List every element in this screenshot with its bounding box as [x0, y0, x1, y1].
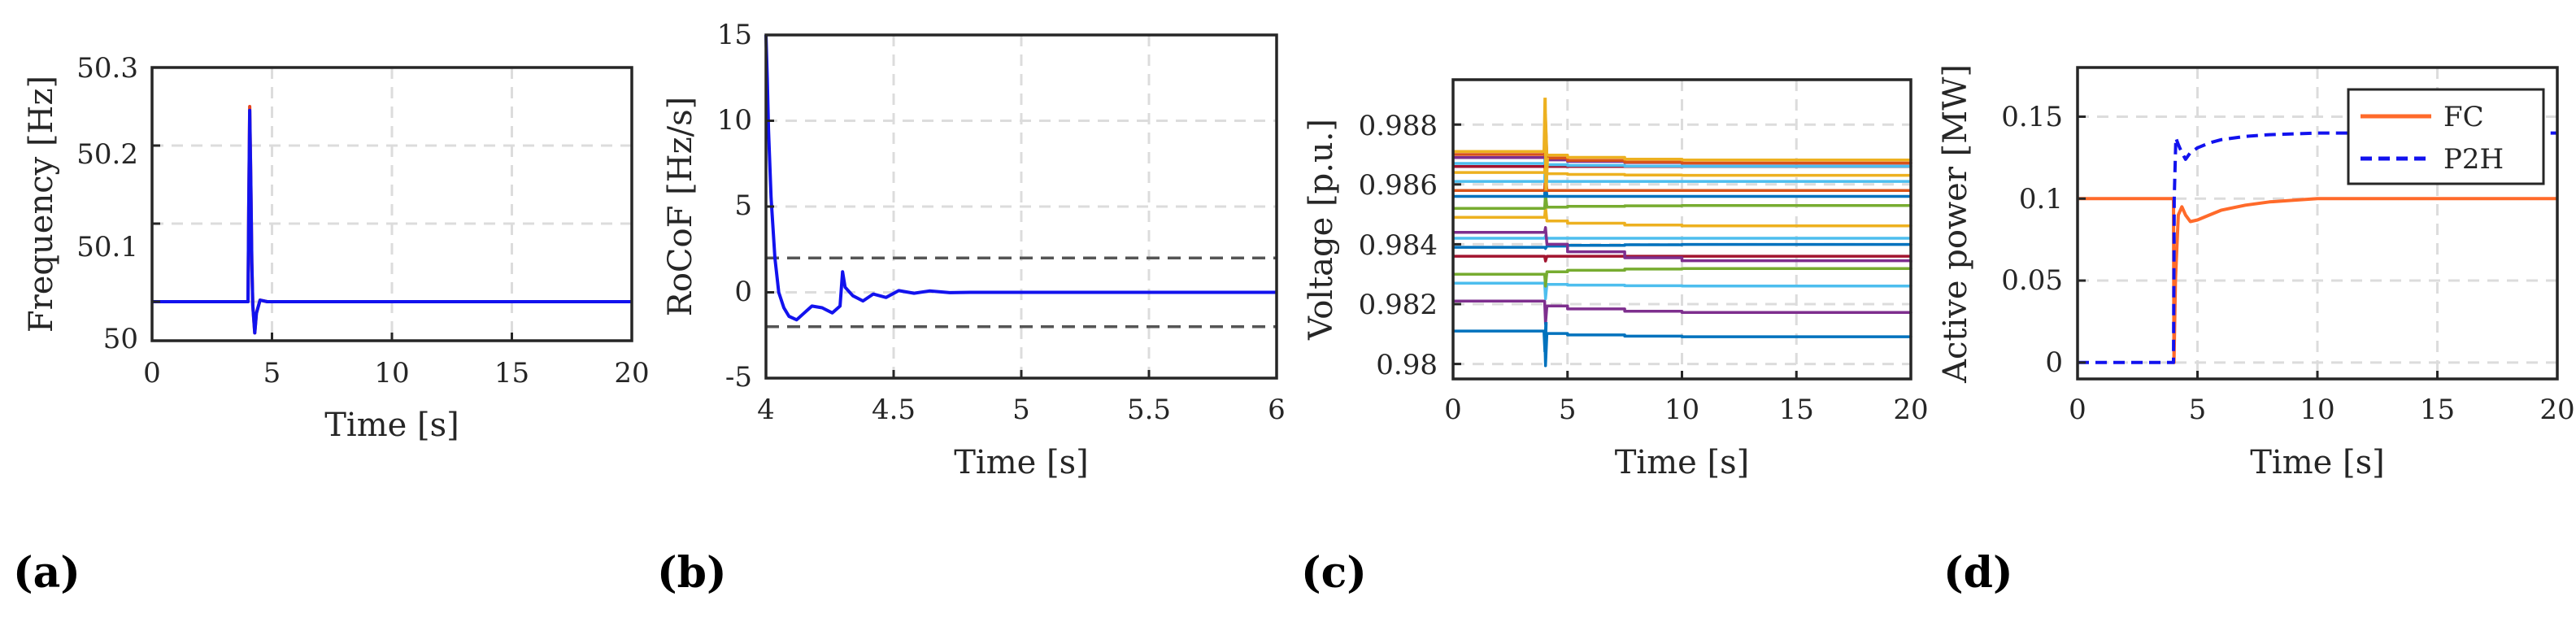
series-group: [152, 105, 632, 335]
x-axis-label: Time [s]: [324, 407, 459, 444]
series-line: [1453, 299, 1912, 326]
ytick-label: 0.05: [2001, 264, 2063, 297]
ytick-label: 0.15: [2001, 101, 2063, 133]
xtick-label: 20: [1893, 394, 1928, 426]
xtick-label: 10: [2300, 394, 2334, 426]
series-line: [152, 105, 632, 335]
y-axis-label: Voltage [p.u.]: [1303, 119, 1340, 341]
ytick-label: 0.986: [1359, 169, 1438, 202]
xtick-label: 0: [2069, 394, 2086, 426]
legend-p2h-label: P2H: [2443, 143, 2504, 176]
panel-d: 0 5 10 15 20 0 0.05 0.1 0.15 Time [s] Ac…: [1937, 64, 2575, 598]
series-line: [1453, 242, 1912, 250]
ticks: [1451, 123, 1912, 379]
xtick-label: 5.5: [1127, 394, 1171, 426]
xtick-label: 6: [1268, 394, 1286, 426]
ytick-label: 0.982: [1359, 289, 1438, 321]
reference-lines: [766, 256, 1277, 329]
ytick-label: 50.1: [76, 231, 138, 263]
xtick-label: 5: [1012, 394, 1030, 426]
series-line: [764, 34, 1277, 322]
ytick-label: 50.2: [76, 138, 138, 171]
series-line: [1543, 322, 1548, 352]
ticks: [150, 66, 633, 341]
xtick-label: 10: [1664, 394, 1699, 426]
ticks: [764, 33, 1278, 380]
y-axis-label: Frequency [Hz]: [23, 76, 60, 333]
panel-a: 0 5 10 15 20 50 50.1 50.2 50.3 Time [s] …: [13, 52, 650, 598]
y-axis-label: Active power [MW]: [1937, 64, 1974, 384]
xtick-label: 20: [2539, 394, 2574, 426]
ytick-label: 5: [734, 189, 752, 222]
ytick-label: 50.3: [76, 52, 138, 85]
xtick-label: 10: [374, 357, 409, 390]
series-line: [1543, 98, 1549, 191]
ytick-label: 0.1: [2019, 183, 2063, 215]
y-axis-label: RoCoF [Hz/s]: [662, 97, 699, 317]
panel-c: 0 5 10 15 20 0.98 0.982 0.984 0.986 0.98…: [1301, 78, 1929, 598]
x-axis-label: Time [s]: [1615, 444, 1750, 481]
ytick-label: 0: [2045, 346, 2063, 379]
xtick-label: 5: [263, 357, 281, 390]
ytick-label: 0.98: [1376, 349, 1438, 381]
series-line: [1453, 234, 1911, 240]
ytick-label: 0.988: [1359, 110, 1438, 142]
xtick-label: 5: [2189, 394, 2207, 426]
series-line: [1453, 255, 1911, 263]
ytick-label: 0: [734, 276, 752, 308]
xtick-label: 5: [1559, 394, 1577, 426]
legend-box: [2347, 88, 2545, 185]
xtick-label: 15: [494, 357, 529, 390]
series-line: [1453, 329, 1912, 368]
xtick-label: 0: [1444, 394, 1462, 426]
x-axis-label: Time [s]: [2250, 444, 2385, 481]
series-group: [764, 34, 1277, 322]
series-line: [1453, 226, 1912, 263]
series-line: [1453, 267, 1912, 288]
xtick-label: 4: [757, 394, 775, 426]
legend: FC P2H: [2347, 88, 2545, 185]
xtick-label: 15: [2420, 394, 2455, 426]
ytick-label: 50: [103, 323, 138, 355]
panel-label: (b): [657, 548, 727, 598]
series-line: [1453, 176, 1911, 198]
ytick-label: 10: [717, 104, 752, 137]
series-line: [1453, 281, 1912, 301]
panel-label: (a): [13, 548, 80, 598]
grid: [1451, 80, 1912, 379]
xtick-label: 0: [143, 357, 161, 390]
xtick-label: 15: [1779, 394, 1814, 426]
panel-b: 4 4.5 5 5.5 6 -5 0 5 10 15 Time [s] RoCo…: [657, 19, 1286, 598]
series-group: [2078, 131, 2557, 364]
panel-label: (c): [1301, 548, 1367, 598]
grid: [150, 66, 633, 341]
x-axis-label: Time [s]: [954, 444, 1089, 481]
ytick-label: 0.984: [1359, 229, 1438, 262]
legend-fc-label: FC: [2443, 101, 2484, 133]
ticks: [2076, 115, 2559, 379]
series-line: [152, 108, 632, 335]
xtick-label: 4.5: [872, 394, 916, 426]
panel-label: (d): [1943, 548, 2013, 598]
ytick-label: 15: [717, 19, 752, 51]
series-group: [1453, 98, 1912, 368]
xtick-label: 20: [614, 357, 649, 390]
ytick-label: -5: [725, 361, 752, 394]
